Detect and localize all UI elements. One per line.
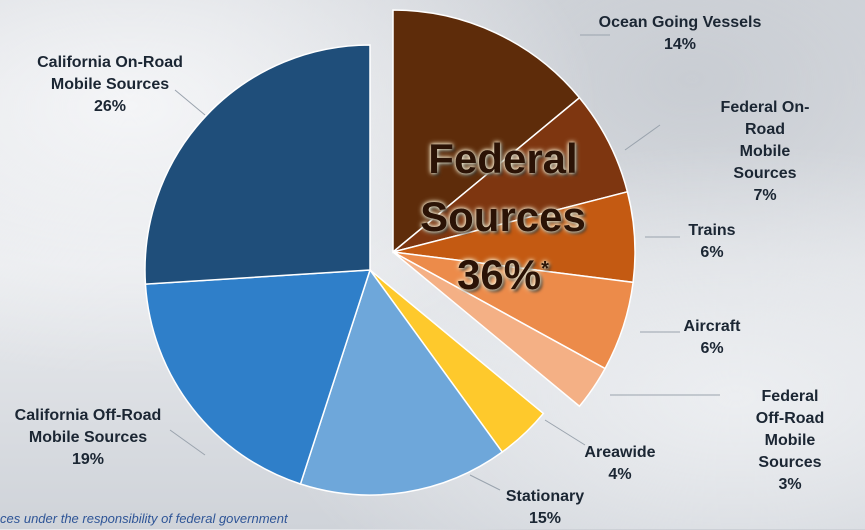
slice-name: Areawide <box>584 444 656 461</box>
slice-name: Federal On-Road Mobile Sources <box>720 99 810 182</box>
slice-label: Trains 6% <box>688 220 735 264</box>
slice-label: Areawide 4% <box>584 442 655 486</box>
pie-slice <box>392 9 581 254</box>
pie-slice <box>144 269 372 485</box>
pie-slice <box>392 96 629 253</box>
slice-name: Stationary <box>505 488 585 505</box>
slice-name: Federal Off-Road Mobile Sources <box>755 388 825 471</box>
slice-value: 6% <box>700 244 724 261</box>
slice-value: 3% <box>778 476 802 493</box>
slice-label: Ocean Going Vessels 14% <box>599 12 762 56</box>
slice-label: Federal On-Road Mobile Sources 7% <box>715 97 815 207</box>
slice-value: 6% <box>700 340 724 357</box>
pie-slice <box>392 251 607 408</box>
slice-value: 7% <box>753 187 777 204</box>
slice-value: 4% <box>608 466 632 483</box>
annotation-total: 36% <box>457 251 542 298</box>
annotation-line: Sources <box>420 193 586 240</box>
federal-annotation: Federal Sources 36%* <box>418 130 588 304</box>
slice-label: Federal Off-Road Mobile Sources 3% <box>753 386 828 496</box>
slice-name: California On-Road Mobile Sources <box>37 54 183 93</box>
slice-name: Trains <box>688 222 736 239</box>
leader-line <box>169 429 206 456</box>
footnote: ces under the responsibility of federal … <box>0 511 288 526</box>
annotation-line: Federal <box>428 135 578 182</box>
annotation-mark: * <box>541 258 549 280</box>
slice-label: California Off-Road Mobile Sources 19% <box>15 405 162 471</box>
leader-lines <box>169 34 720 491</box>
slice-value: 19% <box>71 451 105 468</box>
slice-label: Stationary 15% <box>506 486 584 530</box>
pie-slice <box>144 44 371 285</box>
slice-value: 15% <box>528 510 562 527</box>
slice-value: 26% <box>93 98 127 115</box>
slice-value: 14% <box>663 36 697 53</box>
slice-name: Ocean Going Vessels <box>598 14 762 31</box>
pie-slice <box>299 268 504 496</box>
leader-line <box>544 419 586 446</box>
slice-label: California On-Road Mobile Sources 26% <box>37 52 183 118</box>
leader-line <box>469 474 501 491</box>
slice-name: California Off-Road Mobile Sources <box>14 407 162 446</box>
slice-label: Aircraft 6% <box>684 316 741 360</box>
slice-name: Aircraft <box>683 318 741 335</box>
leader-line <box>174 89 206 116</box>
leader-line <box>624 124 661 151</box>
